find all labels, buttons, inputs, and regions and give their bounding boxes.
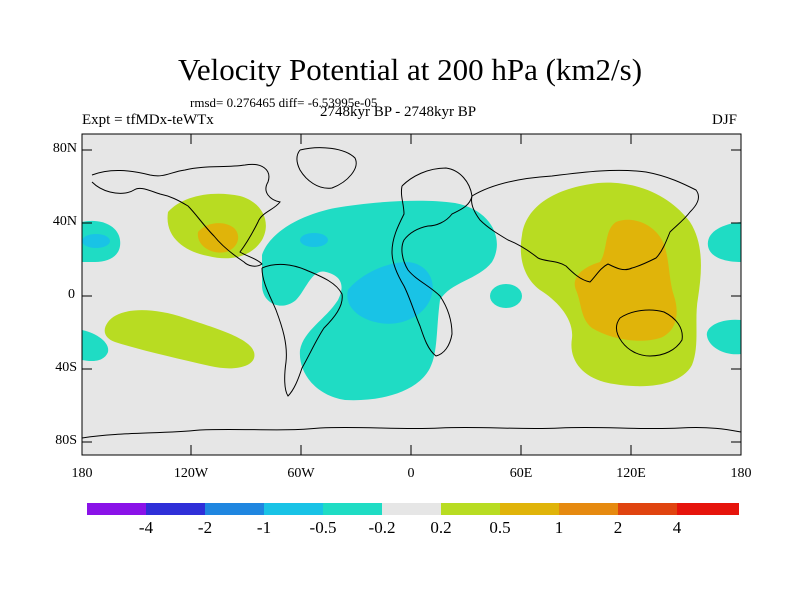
- period-label: 2748kyr BP - 2748kyr BP: [320, 104, 477, 120]
- experiment-label: Expt = tfMDx-teWTx: [82, 112, 214, 128]
- lat-label-40n: 40N: [52, 214, 77, 229]
- season-label: DJF: [712, 112, 738, 128]
- colorbar-box-6: [441, 503, 500, 515]
- coastlines: [82, 147, 741, 439]
- lon-label-120e: 120E: [616, 466, 646, 481]
- neg-weak-region-east-edge: [707, 222, 741, 262]
- stats-text: rmsd= 0.276465 diff= -6.53995e-05: [190, 95, 378, 110]
- pos-weak-region-south-pacific: [104, 310, 255, 369]
- chart-title: Velocity Potential at 200 hPa (km2/s): [177, 52, 643, 87]
- neg-weak-region-southeast-edge: [706, 319, 741, 355]
- lon-label-180-left: 180: [71, 466, 93, 481]
- neg-weak-blob-arabian: [490, 284, 522, 308]
- colorbar-box-3: [264, 503, 323, 515]
- tick-marks: [82, 134, 741, 455]
- lat-label-80n: 80N: [52, 141, 77, 156]
- colorbar-box-7: [500, 503, 559, 515]
- lat-label-0: 0: [68, 287, 75, 302]
- coast-asia: [471, 169, 699, 283]
- colorbar-label-4: 4: [672, 518, 682, 537]
- colorbar-box-8: [559, 503, 618, 515]
- colorbar-label-1: 1: [554, 518, 564, 537]
- neg-mod-blob-north: [300, 233, 328, 247]
- colorbar-box-1: [146, 503, 205, 515]
- colorbar-label-neg1: -1: [256, 518, 272, 537]
- coast-europe-africa: [391, 167, 473, 357]
- lat-label-40s: 40S: [55, 360, 77, 375]
- colorbar-label-neg0-5: -0.5: [309, 518, 337, 537]
- colorbar-label-neg2: -2: [197, 518, 213, 537]
- colorbar-label-0-2: 0.2: [430, 518, 452, 537]
- coast-greenland: [296, 147, 357, 189]
- colorbar-box-2: [205, 503, 264, 515]
- colorbar-label-neg0-2: -0.2: [368, 518, 396, 537]
- neg-weak-region-southwest-edge: [82, 330, 109, 362]
- neg-mod-region-atlantic: [347, 262, 433, 324]
- colorbar-label-0-5: 0.5: [489, 518, 511, 537]
- lon-label-120w: 120W: [173, 466, 209, 481]
- lon-label-60w: 60W: [287, 466, 315, 481]
- colorbar-box-9: [618, 503, 677, 515]
- lon-label-60e: 60E: [509, 466, 533, 481]
- lon-label-180-right: 180: [730, 466, 752, 481]
- colorbar-label-2: 2: [613, 518, 623, 537]
- colorbar-box-5: [382, 503, 441, 515]
- colorbar-box-4: [323, 503, 382, 515]
- coast-antarctica: [82, 426, 741, 439]
- colorbar-box-0: [87, 503, 146, 515]
- coast-north-america: [91, 163, 281, 267]
- lat-label-80s: 80S: [55, 433, 77, 448]
- colorbar-label-neg4: -4: [138, 518, 154, 537]
- neg-mod-blob-central-pacific: [82, 234, 110, 248]
- colorbar-box-10: [677, 503, 739, 515]
- pos-mod-region-north-america: [197, 223, 239, 253]
- lon-label-0: 0: [407, 466, 415, 481]
- coast-australia: [615, 309, 683, 357]
- coast-south-america: [261, 263, 343, 397]
- contour-fill-group: [82, 182, 741, 401]
- colorbar: [87, 503, 739, 515]
